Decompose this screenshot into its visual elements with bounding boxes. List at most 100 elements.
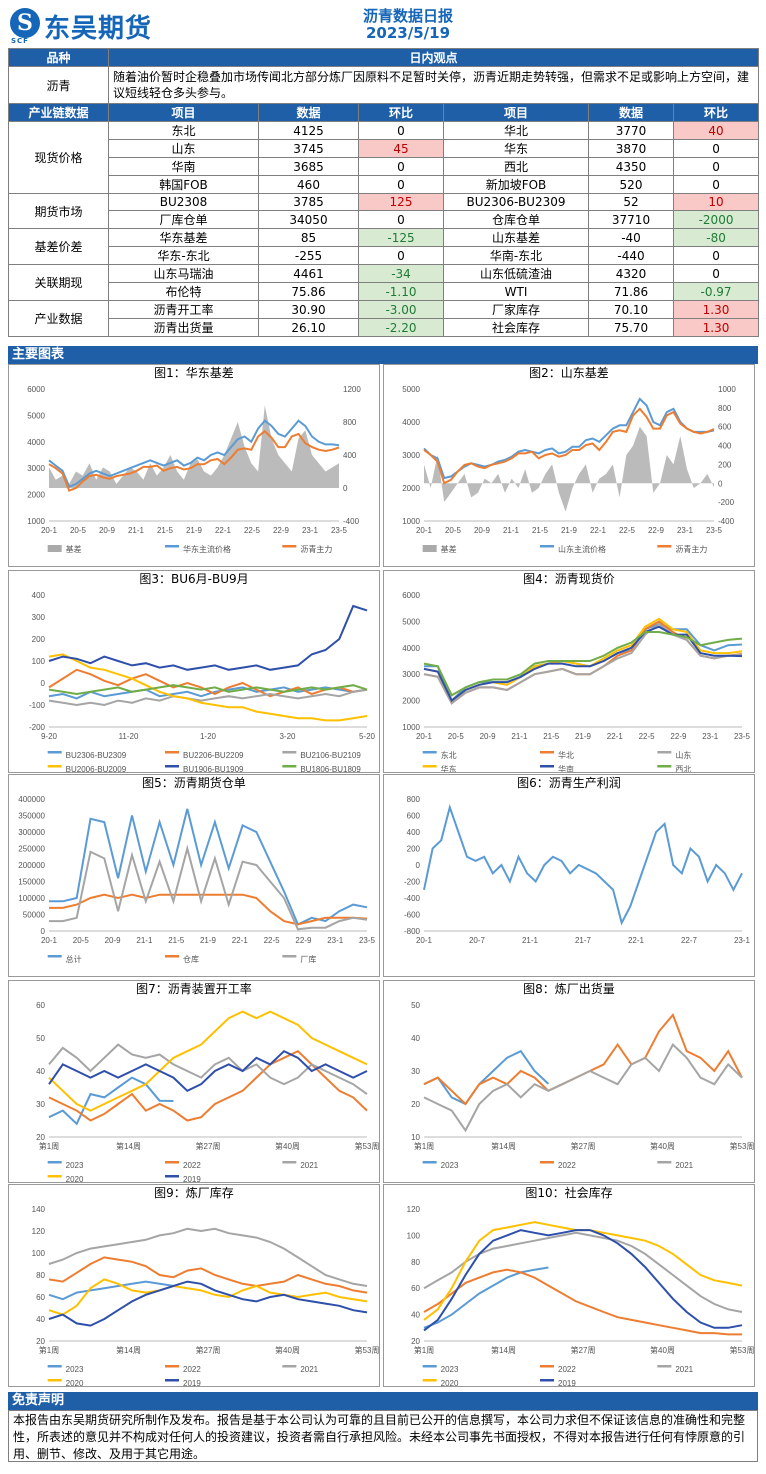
y-tick-label: 20 (36, 1337, 45, 1346)
y-tick-label: 20 (411, 1337, 420, 1346)
legend-swatch (422, 1161, 437, 1164)
legend-label: 2023 (441, 1161, 459, 1170)
y-tick-label: 400000 (18, 795, 45, 804)
table-cell: -40 (588, 228, 674, 247)
y2-tick-label: 1200 (343, 385, 361, 394)
table-cell: 华北 (443, 121, 589, 140)
y-tick-label: 300000 (18, 828, 45, 837)
y-tick-label: 50000 (23, 911, 46, 920)
y-tick-label: 600 (407, 812, 421, 821)
y-tick-label: 30 (411, 1067, 420, 1076)
table-cell: 30.90 (258, 300, 359, 319)
x-tick-label: 20-1 (416, 936, 433, 945)
table-cell: 3870 (588, 139, 674, 158)
table-cell: 1.30 (672, 300, 760, 319)
y-tick-label: 400 (407, 828, 421, 837)
group-label: 现货价格 (8, 121, 109, 194)
legend-swatch (657, 1161, 672, 1164)
legend-label: 基差 (441, 544, 457, 554)
series-line (423, 1042, 743, 1133)
charts-section-title: 主要图表 (8, 346, 758, 364)
legend-swatch (47, 1175, 62, 1178)
legend-label: 总计 (66, 954, 82, 964)
table-row: 关联期现 山东马瑞油 4461 -34 山东低硫渣油 4320 0 (8, 264, 760, 301)
y2-tick-label: 0 (718, 479, 723, 488)
company-name: 东吴期货 (44, 14, 153, 44)
x-tick-label: 23-5 (734, 732, 751, 741)
legend-swatch (282, 1365, 297, 1368)
y-tick-label: 6000 (27, 385, 45, 394)
x-tick-label: 22-5 (264, 936, 281, 945)
report-title: 沥青数据日报 (362, 7, 453, 25)
series-area (49, 405, 339, 488)
report-title-block: 沥青数据日报 2023/5/19 (308, 8, 508, 42)
group-label: 关联期现 (8, 264, 109, 301)
x-tick-label: 23-1 (302, 526, 319, 535)
table-cell: 韩国FOB (108, 175, 259, 194)
x-tick-label: 22-1 (607, 732, 624, 741)
disclaimer-title: 免责声明 (8, 1392, 758, 1410)
x-tick-label: 22-5 (639, 732, 656, 741)
legend-swatch (422, 545, 437, 552)
table-cell: 仓库仓单 (443, 210, 589, 229)
y2-tick-label: 0 (343, 484, 348, 493)
table-cell: 0 (672, 157, 760, 176)
table-cell: 沥青开工率 (108, 300, 259, 319)
legend-label: 2021 (675, 1365, 693, 1374)
series-line (48, 1050, 368, 1092)
legend-swatch (422, 751, 437, 754)
chart-svg: 1000 2000 3000 4000 5000 6000 20-1 20-5 20-9 21-1… (402, 591, 751, 772)
chart-title: 图1：华东基差 (154, 366, 234, 380)
x-tick-label: 21-7 (575, 936, 592, 945)
x-tick-label: 21-1 (522, 936, 539, 945)
series-line (423, 622, 743, 705)
table-cell: 40 (672, 121, 760, 140)
chart-title: 图7：沥青装置开工率 (136, 982, 252, 996)
table-header-row: 产业链数据 项目 数据 环比 项目 数据 环比 (8, 103, 760, 122)
x-tick-label: 21-5 (168, 936, 185, 945)
legend-swatch (47, 765, 62, 768)
chart-svg: 10 20 30 40 50 第1周 第14周 第27周 第40周 第53周 2023 2022 202… (411, 1001, 754, 1170)
legend-label: 2020 (66, 1175, 84, 1182)
y-tick-label: 100 (32, 657, 46, 666)
y-tick-label: 300 (32, 613, 46, 622)
table-row: 厂库仓单 34050 0 仓库仓单 37710 -2000 (9, 210, 760, 229)
table-cell: -3.00 (358, 300, 444, 319)
series-line (423, 407, 715, 485)
y-tick-label: 40 (36, 1067, 45, 1076)
legend-swatch (165, 545, 179, 548)
y-tick-label: 140 (32, 1205, 46, 1214)
chart-title: 图6：沥青生产利润 (517, 776, 621, 790)
legend-swatch (47, 955, 62, 958)
table-cell: 85 (258, 228, 359, 247)
y-tick-label: 100000 (18, 894, 45, 903)
report-date: 2023/5/19 (365, 24, 451, 42)
series-area (424, 426, 714, 512)
x-tick-label: 第1周 (414, 1141, 434, 1151)
table-cell: 45 (358, 139, 444, 158)
table-cell: 1.30 (672, 318, 760, 337)
legend-swatch (165, 1365, 179, 1368)
x-tick-label: 22-1 (215, 526, 232, 535)
legend-label: 仓库 (183, 954, 199, 964)
chart-svg: 20 30 40 50 60 第1周 第14周 第27周 第40周 第53周 2023 2022 202… (36, 1001, 379, 1182)
x-tick-label: 21-9 (561, 526, 578, 535)
series-line (423, 631, 743, 697)
legend-swatch (540, 1379, 554, 1382)
table-cell: 山东 (108, 139, 259, 158)
series-line (48, 688, 368, 707)
y-tick-label: 0 (41, 927, 46, 936)
y-tick-label: 4000 (27, 438, 45, 447)
x-tick-label: 21-5 (157, 526, 174, 535)
y-tick-label: 120 (407, 1205, 421, 1214)
table-cell: 125 (358, 193, 444, 211)
chart-title: 图9：炼厂库存 (154, 1186, 234, 1200)
table-cell: 4350 (588, 157, 674, 176)
table-cell: 沥青出货量 (108, 318, 259, 337)
legend-swatch (422, 1365, 437, 1368)
y-tick-label: 350000 (18, 812, 45, 821)
legend-swatch (165, 1175, 179, 1178)
series-line (49, 893, 368, 926)
x-tick-label: 23-5 (706, 526, 723, 535)
y2-tick-label: 800 (343, 418, 357, 427)
